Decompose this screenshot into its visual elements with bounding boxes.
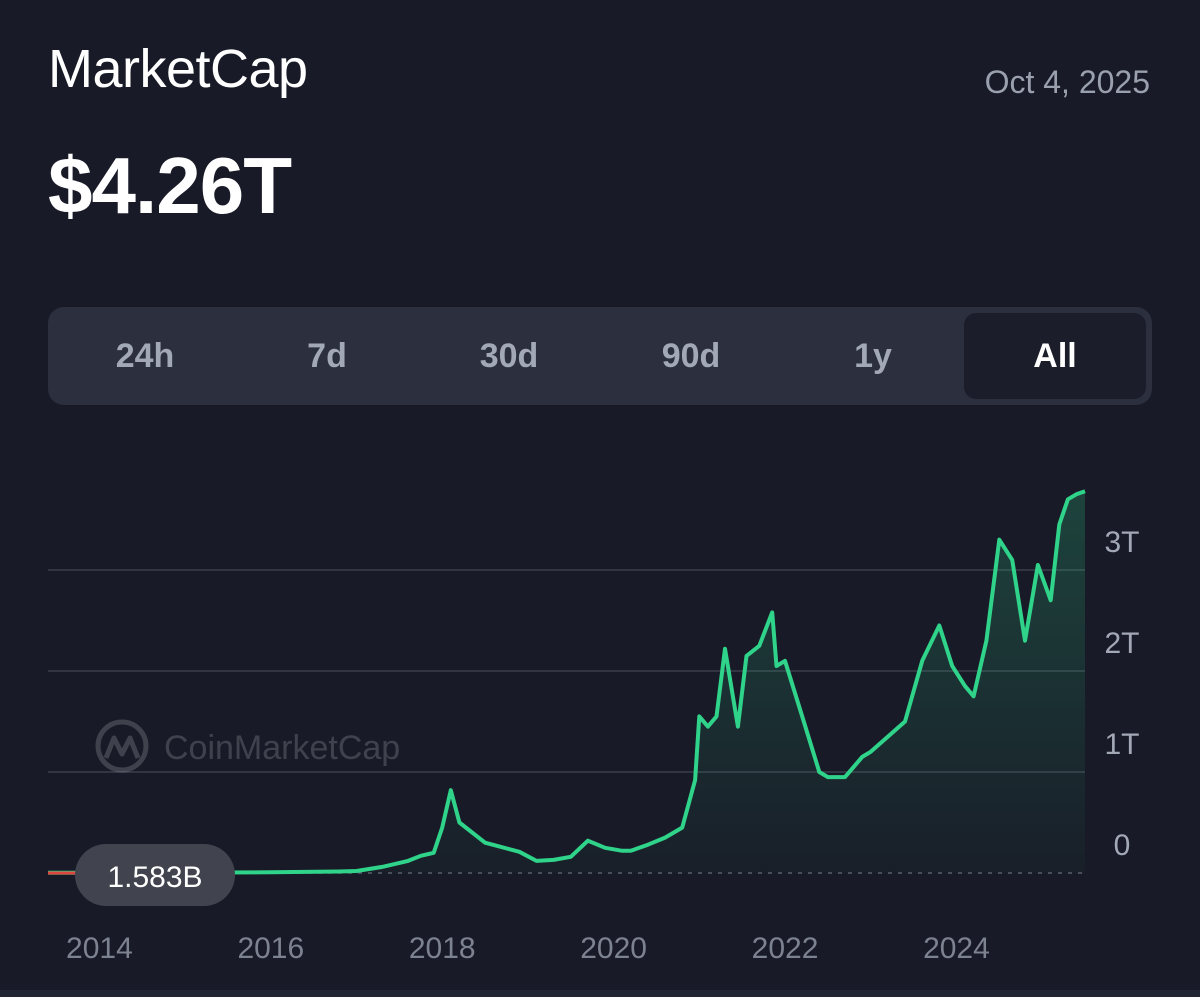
x-tick-label: 2018 bbox=[409, 932, 476, 965]
date-label: Oct 4, 2025 bbox=[984, 64, 1150, 100]
market-cap-value: $4.26T bbox=[48, 141, 292, 230]
x-tick-label: 2024 bbox=[923, 932, 990, 965]
y-tick-label: 0 bbox=[1114, 829, 1131, 862]
y-tick-label: 2T bbox=[1104, 627, 1139, 660]
tab-90d[interactable]: 90d bbox=[661, 336, 721, 375]
start-value-badge: 1.583B bbox=[75, 844, 235, 906]
y-tick-label: 1T bbox=[1104, 728, 1139, 761]
x-tick-label: 2020 bbox=[580, 932, 647, 965]
area-fill bbox=[48, 491, 1085, 873]
series-line bbox=[47, 489, 1086, 875]
time-range-tabs: 24h 7d 30d 90d 1y All bbox=[48, 307, 1152, 405]
coinmarketcap-logo-icon bbox=[95, 719, 149, 773]
page-title: MarketCap bbox=[48, 39, 308, 99]
tab-24h[interactable]: 24h bbox=[115, 336, 175, 375]
tab-30d[interactable]: 30d bbox=[479, 336, 539, 375]
watermark-text: CoinMarketCap bbox=[164, 729, 400, 767]
tab-all[interactable]: All bbox=[964, 313, 1146, 399]
y-tick-label: 3T bbox=[1104, 526, 1139, 559]
bottom-divider bbox=[0, 990, 1200, 997]
x-tick-label: 2016 bbox=[237, 932, 304, 965]
tab-1y[interactable]: 1y bbox=[854, 336, 892, 375]
x-tick-label: 2022 bbox=[752, 932, 819, 965]
tab-7d[interactable]: 7d bbox=[307, 336, 347, 375]
start-value-label: 1.583B bbox=[107, 861, 202, 894]
watermark: CoinMarketCap bbox=[95, 719, 400, 773]
market-cap-chart[interactable]: CoinMarketCap 1.583B 0 1T 2T 3T 2014 2016 2018… bbox=[0, 420, 1200, 990]
x-tick-label: 2014 bbox=[66, 932, 133, 965]
